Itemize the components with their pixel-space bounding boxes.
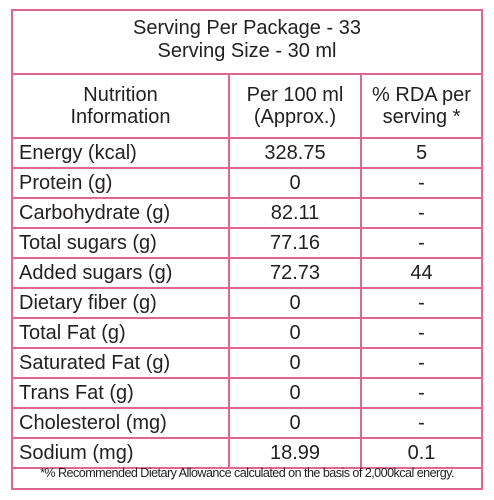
per-100ml-value: 0 bbox=[228, 377, 362, 409]
table-row: Total sugars (g) 77.16- bbox=[13, 227, 481, 259]
rda-value: - bbox=[360, 317, 481, 349]
table-row: Cholesterol (mg) 0- bbox=[13, 407, 481, 439]
rda-footnote: *% Recommended Dietary Allowance calcula… bbox=[40, 466, 454, 480]
table-row: Protein (g) 0- bbox=[13, 167, 481, 199]
per-100ml-value: 72.73 bbox=[228, 257, 362, 289]
table-row: Saturated Fat (g) 0- bbox=[13, 347, 481, 379]
column-header-nutrition-information: Nutrition Information bbox=[13, 75, 230, 139]
table-row: Sodium (mg) 18.99 0.1 bbox=[13, 437, 481, 469]
per-100ml-value: 0 bbox=[228, 347, 362, 379]
rda-value: 44 bbox=[360, 257, 481, 289]
rda-value: 5 bbox=[360, 137, 481, 169]
rda-value: - bbox=[360, 287, 481, 319]
table-row: Trans Fat (g) 0- bbox=[13, 377, 481, 409]
column-header-rda: % RDA per serving * bbox=[360, 75, 481, 139]
table-header-row: Nutrition Information Per 100 ml (Approx.)… bbox=[13, 75, 481, 139]
serving-per-package: Serving Per Package - 33 bbox=[133, 17, 361, 39]
rda-value: 0.1 bbox=[360, 437, 481, 469]
rda-value: - bbox=[360, 197, 481, 229]
per-100ml-value: 77.16 bbox=[228, 227, 362, 259]
column-header-per-100ml: Per 100 ml (Approx.) bbox=[228, 75, 362, 139]
nutrient-name: Carbohydrate (g) bbox=[13, 197, 230, 229]
nutrient-name: Sodium (mg) bbox=[13, 437, 230, 469]
rda-value: - bbox=[360, 347, 481, 379]
per-100ml-value: 328.75 bbox=[228, 137, 362, 169]
nutrition-facts-panel: Serving Per Package - 33 Serving Size - … bbox=[11, 9, 483, 490]
rda-value: - bbox=[360, 227, 481, 259]
table-row: Energy (kcal) 328.75 5 bbox=[13, 137, 481, 169]
nutrient-name: Cholesterol (mg) bbox=[13, 407, 230, 439]
nutrient-name: Protein (g) bbox=[13, 167, 230, 199]
nutrient-name: Total sugars (g) bbox=[13, 227, 230, 259]
nutrient-name: Added sugars (g) bbox=[13, 257, 230, 289]
per-100ml-value: 82.11 bbox=[228, 197, 362, 229]
nutrient-name: Total Fat (g) bbox=[13, 317, 230, 349]
rda-value: - bbox=[360, 377, 481, 409]
table-row: Total Fat (g) 0- bbox=[13, 317, 481, 349]
table-row: Dietary fiber (g) 0- bbox=[13, 287, 481, 319]
rda-value: - bbox=[360, 407, 481, 439]
nutrient-name: Dietary fiber (g) bbox=[13, 287, 230, 319]
per-100ml-value: 0 bbox=[228, 407, 362, 439]
table-row: Carbohydrate (g) 82.11- bbox=[13, 197, 481, 229]
nutrient-name: Trans Fat (g) bbox=[13, 377, 230, 409]
table-row: Added sugars (g) 72.73 44 bbox=[13, 257, 481, 289]
nutrient-name: Energy (kcal) bbox=[13, 137, 230, 169]
per-100ml-value: 0 bbox=[228, 317, 362, 349]
per-100ml-value: 0 bbox=[228, 287, 362, 319]
nutrition-table: Nutrition Information Per 100 ml (Approx.)… bbox=[13, 75, 481, 469]
per-100ml-value: 18.99 bbox=[228, 437, 362, 469]
serving-info-header: Serving Per Package - 33 Serving Size - … bbox=[13, 11, 481, 75]
nutrient-name: Saturated Fat (g) bbox=[13, 347, 230, 379]
serving-size: Serving Size - 30 ml bbox=[157, 40, 337, 62]
rda-value: - bbox=[360, 167, 481, 199]
per-100ml-value: 0 bbox=[228, 167, 362, 199]
